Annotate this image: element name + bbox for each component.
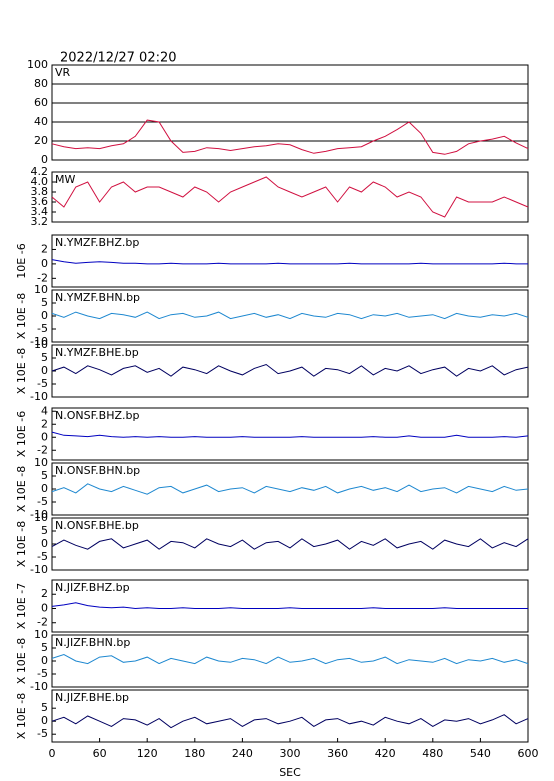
x-tick-label: 300 xyxy=(280,747,301,760)
y-tick-label: -5 xyxy=(37,322,48,335)
y-tick-label: 5 xyxy=(41,296,48,309)
y-tick-label: -5 xyxy=(37,495,48,508)
x-tick-label: 240 xyxy=(232,747,253,760)
y-tick-label: 3.4 xyxy=(31,205,49,218)
x-tick-label: 420 xyxy=(375,747,396,760)
y-tick-label: 40 xyxy=(34,115,48,128)
panel-label: N.YMZF.BHE.bp xyxy=(55,346,139,359)
panel-label: N.JIZF.BHN.bp xyxy=(55,636,130,649)
panel-frame xyxy=(51,234,529,288)
x-tick-label: 540 xyxy=(470,747,491,760)
x-tick-label: 60 xyxy=(93,747,107,760)
y-tick-label: -10 xyxy=(30,508,48,521)
panel-label: N.JIZF.BHZ.bp xyxy=(55,581,130,594)
y-axis-label: X 10E -8 xyxy=(15,638,28,684)
y-tick-label: 80 xyxy=(34,77,48,90)
series-line xyxy=(51,119,529,155)
y-tick-label: 4.2 xyxy=(31,165,49,178)
y-axis-label: X 10E -6 xyxy=(15,411,28,457)
y-axis-label: X 10E -8 xyxy=(15,466,28,512)
series-line xyxy=(51,259,528,265)
y-tick-label: 20 xyxy=(34,134,48,147)
y-tick-label: -5 xyxy=(37,727,48,740)
series-line xyxy=(51,176,529,218)
y-tick-label: 0 xyxy=(41,654,48,667)
x-tick-label: 0 xyxy=(49,747,56,760)
panel-label: N.YMZF.BHN.bp xyxy=(55,291,140,304)
y-tick-label: 0 xyxy=(41,601,48,614)
y-tick-label: 5 xyxy=(41,524,48,537)
y-tick-label: 10 xyxy=(34,511,48,524)
panel-label: MW xyxy=(55,173,75,186)
y-tick-label: 0 xyxy=(41,153,48,166)
y-tick-label: 0 xyxy=(41,537,48,550)
series-line xyxy=(51,311,529,320)
y-tick-label: 2 xyxy=(41,242,48,255)
y-axis-label: 10E -6 xyxy=(15,243,28,278)
panel-label: N.YMZF.BHZ.bp xyxy=(55,236,139,249)
y-tick-label: 10 xyxy=(34,456,48,469)
y-tick-label: 2 xyxy=(41,417,48,430)
y-tick-label: 3.6 xyxy=(31,195,49,208)
y-tick-label: -5 xyxy=(37,667,48,680)
panel-frame xyxy=(51,64,529,161)
x-axis-label: SEC xyxy=(279,766,301,779)
y-tick-label: -10 xyxy=(30,335,48,348)
y-tick-label: 2 xyxy=(41,587,48,600)
y-axis-label: X 10E -8 xyxy=(15,521,28,567)
y-tick-label: 100 xyxy=(27,58,48,71)
x-tick-label: 120 xyxy=(137,747,158,760)
series-line xyxy=(51,538,529,550)
x-tick-label: 480 xyxy=(422,747,443,760)
y-tick-label: 60 xyxy=(34,96,48,109)
y-tick-label: 4 xyxy=(41,404,48,417)
y-tick-label: -10 xyxy=(30,563,48,576)
y-tick-label: 0 xyxy=(41,364,48,377)
y-tick-label: 0 xyxy=(41,257,48,270)
x-tick-label: 180 xyxy=(184,747,205,760)
y-axis-label: X 10E -8 xyxy=(15,348,28,394)
y-tick-label: 0 xyxy=(41,714,48,727)
y-axis-label: X 10E -8 xyxy=(15,293,28,339)
x-tick-label: 600 xyxy=(518,747,539,760)
y-tick-label: 5 xyxy=(41,701,48,714)
panel-label: N.ONSF.BHZ.bp xyxy=(55,409,139,422)
series-line xyxy=(51,653,529,665)
y-tick-label: 10 xyxy=(34,628,48,641)
panel-label: VR xyxy=(55,66,71,79)
y-axis-label: X 10E -8 xyxy=(15,693,28,739)
y-tick-label: -2 xyxy=(37,443,48,456)
y-tick-label: 3.8 xyxy=(31,185,49,198)
y-tick-label: 4.0 xyxy=(31,175,49,188)
y-tick-label: 5 xyxy=(41,641,48,654)
page-title: 2022/12/27 02:20 xyxy=(60,51,177,66)
y-tick-label: 0 xyxy=(41,309,48,322)
y-tick-label: -10 xyxy=(30,680,48,693)
panel-label: N.ONSF.BHE.bp xyxy=(55,519,139,532)
series-line xyxy=(51,714,529,729)
panel-label: N.JIZF.BHE.bp xyxy=(55,691,129,704)
series-line xyxy=(51,602,528,610)
series-line xyxy=(51,431,529,438)
y-tick-label: 0 xyxy=(41,430,48,443)
y-tick-label: 10 xyxy=(34,338,48,351)
y-tick-label: 5 xyxy=(41,351,48,364)
series-line xyxy=(51,483,529,495)
x-tick-label: 360 xyxy=(327,747,348,760)
y-tick-label: -2 xyxy=(37,616,48,629)
y-tick-label: -5 xyxy=(37,377,48,390)
panel-frame xyxy=(51,407,529,461)
y-tick-label: 0 xyxy=(41,482,48,495)
y-tick-label: -2 xyxy=(37,271,48,284)
y-tick-label: 10 xyxy=(34,283,48,296)
y-tick-label: -5 xyxy=(37,550,48,563)
series-line xyxy=(51,363,529,377)
y-axis-label: X 10E -7 xyxy=(15,583,28,629)
panel-label: N.ONSF.BHN.bp xyxy=(55,464,140,477)
y-tick-label: -10 xyxy=(30,390,48,403)
y-tick-label: 5 xyxy=(41,469,48,482)
y-tick-label: 3.2 xyxy=(31,215,49,228)
